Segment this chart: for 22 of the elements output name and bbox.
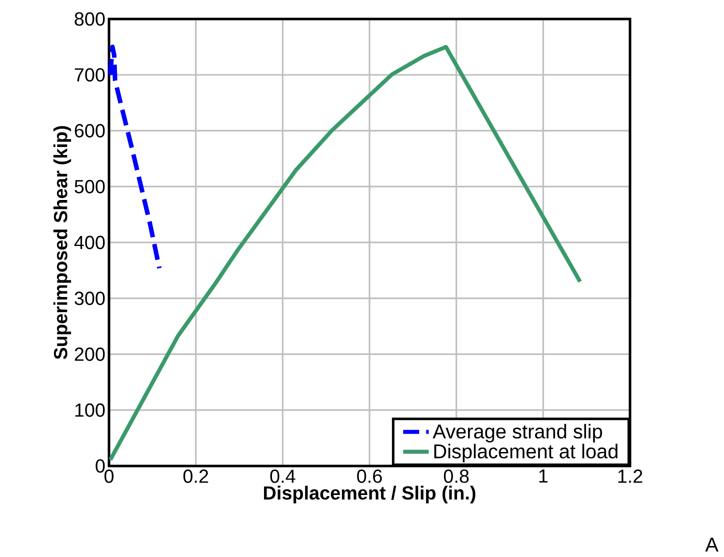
x-tick-label: 0 (104, 470, 114, 483)
y-tick-label: 700 (74, 68, 105, 82)
y-tick-label: 400 (74, 236, 105, 250)
line-series (108, 44, 162, 270)
y-tick-label: 0 (96, 459, 105, 473)
text: A (705, 538, 718, 552)
y-tick-label: 100 (75, 403, 105, 417)
x-tick-label: 0.2 (183, 470, 208, 483)
x-tick-label: 1.2 (618, 470, 642, 483)
y-axis-title: Superimposed Shear (kip) (53, 126, 72, 360)
y-tick-label: 600 (74, 124, 105, 138)
legend-label: Average strand slip (432, 424, 602, 442)
y-tick-label: 800 (74, 12, 105, 26)
y-tick-label: 300 (74, 292, 105, 306)
x-tick-label: 0.8 (444, 470, 469, 483)
x-axis-title: Displacement / Slip (in.) (264, 486, 476, 504)
y-tick-label: 500 (74, 180, 105, 194)
x-tick-label: 0.4 (270, 470, 296, 483)
x-tick-label: 1 (539, 470, 548, 483)
x-tick-label: 0.6 (357, 470, 382, 483)
legend-label: Displacement at load (434, 444, 618, 462)
y-tick-label: 200 (74, 348, 105, 361)
